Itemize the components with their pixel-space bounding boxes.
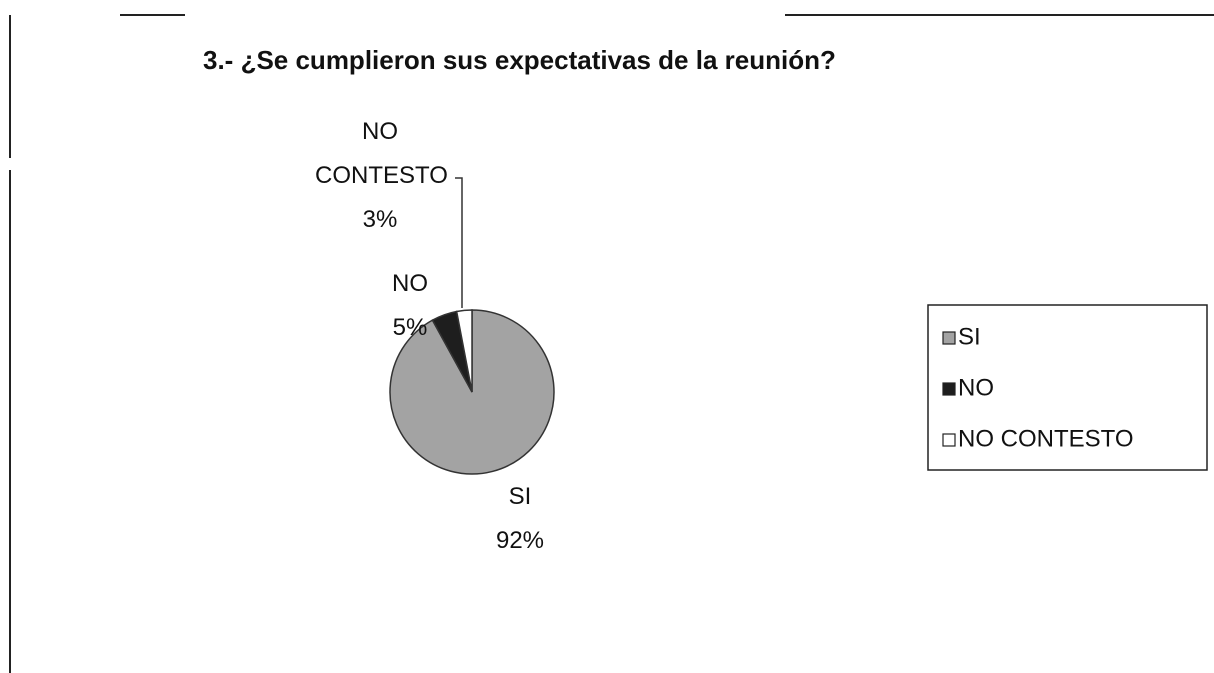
legend: [927, 304, 1208, 471]
legend-label: SI: [958, 323, 981, 350]
data-label-value: 92%: [495, 527, 545, 554]
data-label-name: NO: [392, 270, 428, 297]
leader-line: [455, 177, 463, 308]
legend-swatch: [942, 382, 956, 396]
pie-slice: [455, 309, 473, 393]
data-label-value: 3%: [362, 206, 398, 233]
data-label: NO 5%: [350, 262, 470, 350]
data-label: NO CONTESTO 3%: [315, 110, 448, 242]
legend-label: NO: [958, 374, 994, 401]
chart-title: 3.- ¿Se cumplieron sus expectativas de l…: [203, 45, 836, 75]
legend-swatch: [942, 433, 956, 447]
data-label-name: NO CONTESTO: [315, 118, 448, 189]
data-label-name: SI: [508, 483, 532, 510]
legend-label: NO CONTESTO: [958, 425, 1134, 452]
data-label-value: 5%: [392, 314, 428, 341]
data-label: SI 92%: [420, 475, 620, 563]
legend-swatch: [942, 331, 956, 345]
